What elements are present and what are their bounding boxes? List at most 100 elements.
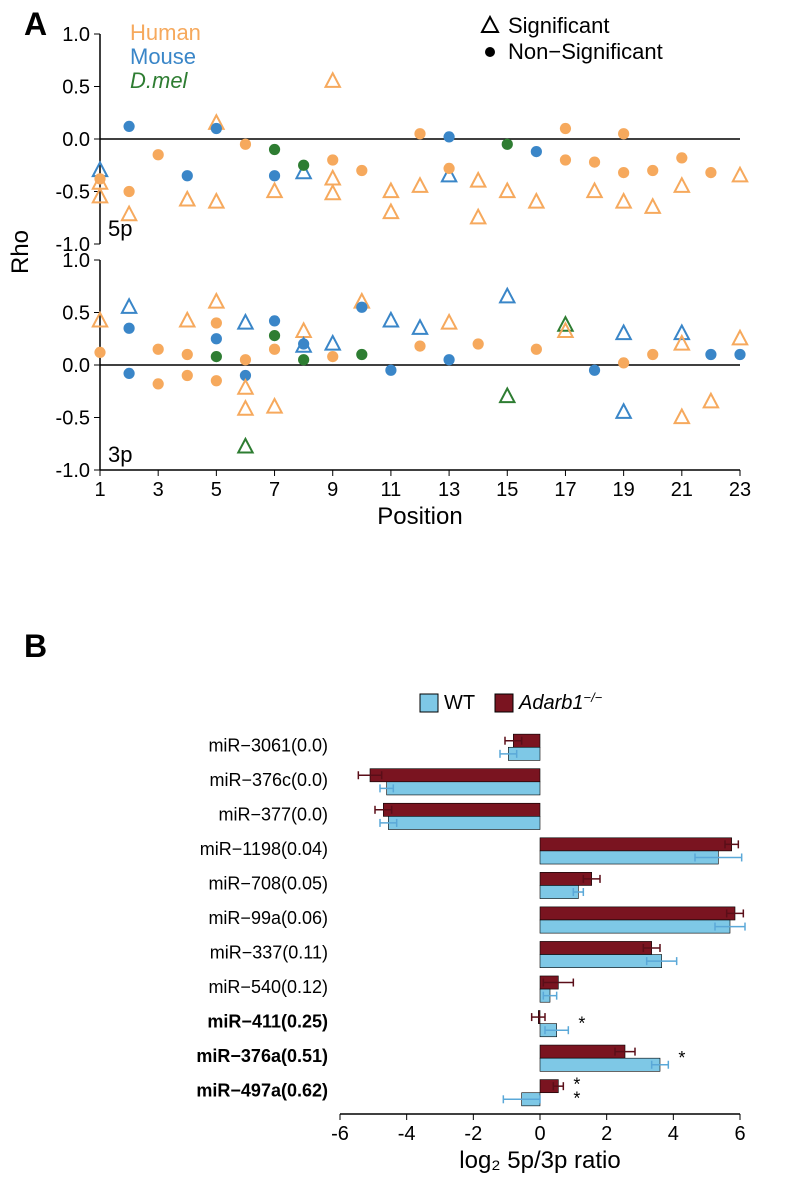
bar-wt bbox=[540, 851, 718, 864]
data-point-circle bbox=[502, 139, 513, 150]
data-point-circle bbox=[211, 375, 222, 386]
subpanel-label: 3p bbox=[108, 442, 132, 467]
data-point-triangle bbox=[500, 184, 514, 198]
data-point-circle bbox=[531, 146, 542, 157]
data-point-triangle bbox=[326, 73, 340, 87]
data-point-circle bbox=[240, 354, 251, 365]
ytick-label: 0.5 bbox=[62, 303, 90, 325]
data-point-circle bbox=[618, 128, 629, 139]
data-point-circle bbox=[647, 349, 658, 360]
row-label: miR−337(0.11) bbox=[210, 943, 328, 963]
bar-wt bbox=[540, 955, 662, 968]
data-point-triangle bbox=[529, 194, 543, 208]
data-point-triangle bbox=[675, 178, 689, 192]
data-point-triangle bbox=[326, 336, 340, 350]
data-point-triangle bbox=[326, 171, 340, 185]
data-point-circle bbox=[269, 315, 280, 326]
xtick-label: 0 bbox=[534, 1123, 545, 1145]
y-axis-label: Rho bbox=[7, 230, 34, 274]
bar-wt bbox=[540, 920, 730, 933]
data-point-circle bbox=[734, 349, 745, 360]
data-point-triangle bbox=[442, 315, 456, 329]
data-point-triangle bbox=[384, 184, 398, 198]
data-point-circle bbox=[473, 338, 484, 349]
x-axis-label: log₂ 5p/3p ratio bbox=[459, 1147, 620, 1174]
data-point-triangle bbox=[500, 389, 514, 403]
row-label: miR−540(0.12) bbox=[208, 977, 328, 997]
data-point-circle bbox=[298, 160, 309, 171]
legend-marker-sig: Significant bbox=[508, 13, 610, 38]
data-point-circle bbox=[356, 302, 367, 313]
ytick-label: 1.0 bbox=[62, 250, 90, 272]
data-point-circle bbox=[676, 152, 687, 163]
ytick-label: 0.0 bbox=[62, 355, 90, 377]
data-point-triangle bbox=[180, 313, 194, 327]
data-point-triangle bbox=[471, 173, 485, 187]
bar-ko bbox=[540, 907, 735, 920]
xtick-label: -4 bbox=[398, 1123, 416, 1145]
xtick-label: 23 bbox=[729, 479, 751, 501]
data-point-triangle bbox=[122, 299, 136, 313]
panel-b-svg: WTAdarb1−/−miR−3061(0.0)miR−376c(0.0)miR… bbox=[0, 600, 787, 1179]
data-point-circle bbox=[356, 165, 367, 176]
data-point-circle bbox=[589, 157, 600, 168]
data-point-triangle bbox=[587, 184, 601, 198]
data-point-triangle bbox=[646, 199, 660, 213]
row-label: miR−377(0.0) bbox=[218, 804, 328, 824]
data-point-triangle bbox=[238, 439, 252, 453]
bar-ko bbox=[370, 769, 540, 782]
data-point-triangle bbox=[267, 184, 281, 198]
xtick-label: -6 bbox=[331, 1123, 349, 1145]
data-point-circle bbox=[414, 128, 425, 139]
data-point-triangle bbox=[238, 401, 252, 415]
data-point-circle bbox=[211, 317, 222, 328]
data-point-circle bbox=[153, 149, 164, 160]
data-point-circle bbox=[240, 139, 251, 150]
data-point-triangle bbox=[384, 205, 398, 219]
data-point-circle bbox=[618, 167, 629, 178]
data-point-triangle bbox=[733, 168, 747, 182]
xtick-label: 1 bbox=[94, 479, 105, 501]
row-label: miR−497a(0.62) bbox=[196, 1081, 328, 1101]
bar-wt bbox=[388, 816, 540, 829]
data-point-circle bbox=[443, 163, 454, 174]
data-point-circle bbox=[443, 354, 454, 365]
data-point-circle bbox=[211, 351, 222, 362]
data-point-circle bbox=[589, 365, 600, 376]
data-point-triangle bbox=[733, 331, 747, 345]
data-point-circle bbox=[269, 330, 280, 341]
sig-star: * bbox=[578, 1014, 585, 1034]
data-point-circle bbox=[298, 354, 309, 365]
data-point-circle bbox=[560, 123, 571, 134]
data-point-circle bbox=[269, 144, 280, 155]
data-point-circle bbox=[269, 344, 280, 355]
data-point-circle bbox=[705, 349, 716, 360]
xtick-label: 9 bbox=[327, 479, 338, 501]
x-axis-label: Position bbox=[377, 503, 462, 530]
bar-wt bbox=[540, 1058, 660, 1071]
bar-ko bbox=[540, 1045, 625, 1058]
legend-ko: Adarb1−/− bbox=[518, 690, 603, 715]
data-point-circle bbox=[211, 333, 222, 344]
data-point-circle bbox=[123, 186, 134, 197]
panel-a-label: A bbox=[24, 6, 47, 43]
data-point-circle bbox=[94, 347, 105, 358]
data-point-triangle bbox=[413, 178, 427, 192]
bar-ko bbox=[540, 838, 732, 851]
data-point-triangle bbox=[326, 186, 340, 200]
data-point-circle bbox=[647, 165, 658, 176]
data-point-triangle bbox=[180, 192, 194, 206]
data-point-triangle bbox=[384, 313, 398, 327]
xtick-label: 4 bbox=[668, 1123, 679, 1145]
data-point-triangle bbox=[675, 410, 689, 424]
panel-b-label: B bbox=[24, 628, 47, 665]
row-label: miR−99a(0.06) bbox=[208, 908, 328, 928]
sig-star: * bbox=[678, 1048, 685, 1068]
xtick-label: 19 bbox=[613, 479, 635, 501]
ytick-label: -1.0 bbox=[56, 460, 90, 482]
ytick-label: -0.5 bbox=[56, 182, 90, 204]
sig-star: * bbox=[573, 1089, 580, 1109]
data-point-triangle bbox=[704, 394, 718, 408]
legend-marker-nonsig: Non−Significant bbox=[508, 39, 663, 64]
legend-species: Mouse bbox=[130, 44, 196, 69]
